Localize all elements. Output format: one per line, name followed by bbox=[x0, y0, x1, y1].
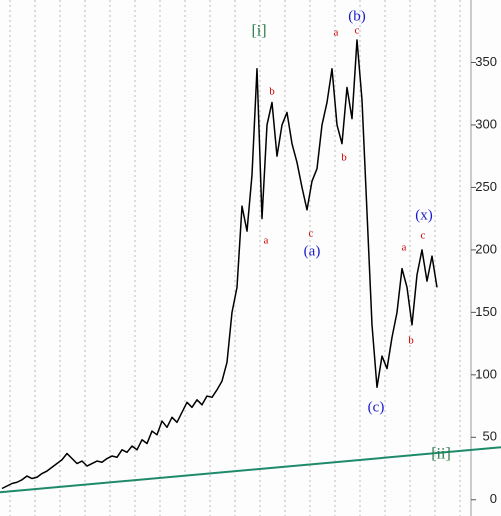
price-line bbox=[1, 39, 438, 490]
wave-label: (a) bbox=[304, 243, 321, 259]
wave-label: [i] bbox=[251, 23, 266, 40]
y-tick-label: 300 bbox=[475, 116, 497, 131]
y-tick-label: 150 bbox=[475, 304, 497, 319]
wave-label: c bbox=[309, 228, 314, 240]
wave-label: (b) bbox=[348, 8, 366, 24]
y-tick-label: 200 bbox=[475, 241, 497, 256]
trendline bbox=[0, 446, 501, 494]
wave-label: (c) bbox=[368, 399, 385, 415]
wave-label: b bbox=[341, 152, 347, 164]
wave-label: a bbox=[264, 235, 269, 247]
wave-label: a bbox=[334, 27, 339, 39]
wave-label: [ii] bbox=[431, 446, 451, 463]
wave-label: c bbox=[355, 25, 360, 37]
y-tick-label: 100 bbox=[475, 366, 497, 381]
wave-label: (x) bbox=[415, 207, 433, 223]
y-tick-label: 350 bbox=[475, 54, 497, 69]
y-tick-label: 0 bbox=[490, 491, 497, 506]
y-tick-label: 250 bbox=[475, 179, 497, 194]
wave-label: a bbox=[402, 242, 407, 254]
y-tick-label: 50 bbox=[483, 429, 497, 444]
wave-label: b bbox=[269, 86, 275, 98]
wave-label: b bbox=[408, 335, 414, 347]
wave-label: c bbox=[421, 230, 426, 242]
